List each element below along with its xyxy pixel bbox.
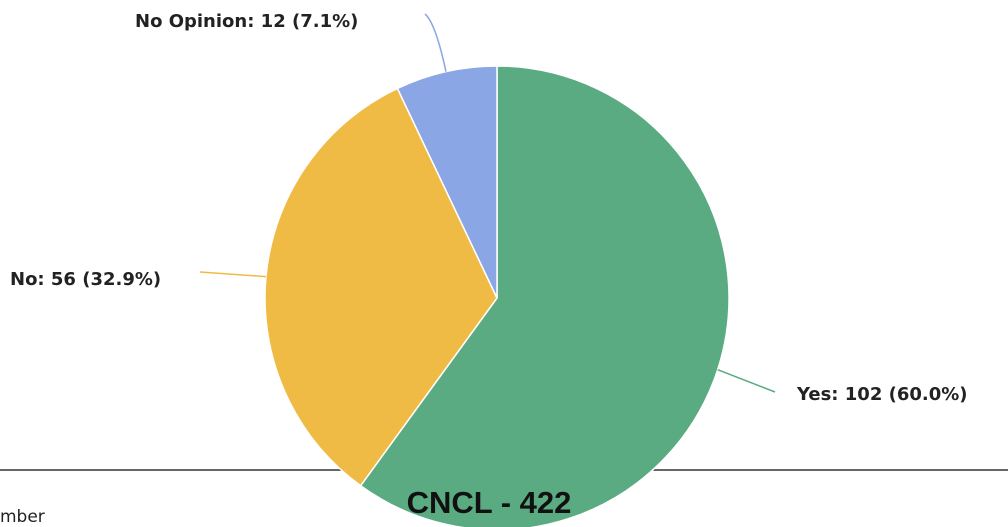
pie-slice (396, 65, 498, 299)
pie (199, 13, 776, 527)
leader-line (717, 368, 776, 393)
slice-label: No: 56 (32.9%) (10, 269, 161, 290)
pie-slice (359, 65, 730, 527)
slice-label: Yes: 102 (60.0%) (796, 384, 968, 405)
leader-line (424, 13, 447, 72)
slice-label: No Opinion: 12 (7.1%) (135, 11, 358, 32)
pie-slice (264, 87, 498, 487)
page-label: CNCL - 422 (407, 485, 572, 520)
leader-line (199, 271, 267, 278)
footer-fragment: mber (0, 507, 45, 527)
